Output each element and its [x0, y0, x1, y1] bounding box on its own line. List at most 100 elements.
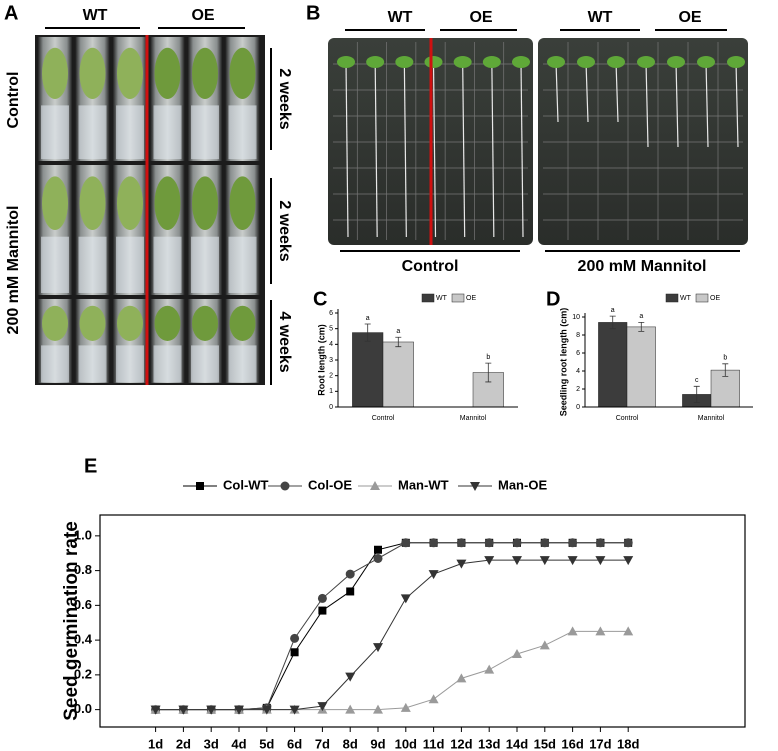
x-tick-label: 2d	[176, 736, 191, 751]
plant	[79, 305, 106, 341]
plant	[229, 47, 256, 99]
root	[735, 61, 739, 148]
marker	[318, 606, 327, 615]
medium	[78, 236, 107, 293]
marker	[206, 705, 217, 715]
plant	[42, 176, 68, 230]
marker	[540, 538, 550, 548]
root	[675, 61, 679, 148]
x-tick-label: Control	[616, 415, 639, 422]
x-tick-label: 18d	[617, 736, 639, 751]
marker	[234, 705, 244, 715]
medium	[116, 105, 144, 160]
marker	[345, 704, 356, 714]
marker	[470, 482, 480, 491]
legend-label: WT	[436, 295, 448, 302]
y-axis-label: Seedling root length (cm)	[558, 308, 568, 417]
x-tick-label: Mannitol	[460, 415, 487, 422]
marker	[623, 556, 634, 566]
plant	[154, 47, 181, 99]
marker	[539, 556, 550, 566]
y-tick-label: 10	[572, 314, 580, 321]
plant	[117, 305, 143, 341]
y-tick-label: 5	[329, 326, 333, 333]
y-tick-label: 4	[329, 341, 333, 348]
medium	[41, 105, 69, 160]
x-tick-label: 6d	[287, 736, 302, 751]
plant	[192, 176, 218, 230]
medium	[191, 236, 219, 293]
x-tick-label: 16d	[561, 736, 583, 751]
condition-label: Control	[402, 258, 459, 275]
seedling	[453, 56, 472, 68]
significance-letter: a	[611, 307, 615, 314]
marker	[595, 538, 605, 548]
medium	[41, 345, 69, 383]
marker	[150, 705, 161, 715]
root	[615, 61, 619, 123]
x-tick-label: 14d	[506, 736, 528, 751]
error-bar	[485, 362, 492, 383]
x-tick-label: 4d	[231, 736, 246, 751]
x-tick-label: 9d	[370, 736, 385, 751]
legend-swatch	[695, 293, 709, 303]
marker	[178, 705, 189, 715]
y-tick-label: 1	[329, 388, 333, 395]
root	[645, 61, 649, 148]
marker	[317, 702, 328, 712]
marker	[373, 643, 383, 653]
marker	[370, 481, 380, 490]
plant	[42, 47, 68, 99]
medium	[228, 105, 257, 160]
marker	[484, 556, 495, 566]
root	[462, 61, 466, 238]
marker	[484, 664, 495, 674]
significance-letter: a	[396, 328, 400, 335]
seedling	[366, 56, 385, 68]
series-line	[155, 542, 629, 711]
root	[374, 61, 378, 238]
y-tick-label: 3	[329, 357, 333, 364]
seedling	[424, 56, 443, 68]
plant	[229, 176, 256, 230]
group-label: OE	[469, 9, 492, 26]
x-tick-label: 17d	[589, 736, 611, 751]
seedling	[547, 56, 565, 68]
legend-swatch	[421, 293, 435, 303]
x-tick-label: 12d	[450, 736, 472, 751]
duration-label: 2 weeks	[276, 68, 293, 129]
error-bar	[638, 322, 645, 332]
x-tick-label: 3d	[204, 736, 219, 751]
row-label: Control	[5, 72, 22, 129]
x-tick-label: 10d	[395, 736, 417, 751]
seedling	[395, 56, 414, 68]
seedling	[607, 56, 625, 68]
x-tick-label: 8d	[343, 736, 358, 751]
marker	[374, 545, 382, 554]
y-tick-label: 6	[576, 350, 580, 357]
plant	[79, 176, 106, 230]
seedling	[512, 56, 530, 68]
seedling	[667, 56, 685, 68]
marker	[567, 626, 578, 636]
y-tick-label: 1.0	[74, 527, 92, 542]
marker	[345, 672, 356, 682]
medium	[41, 236, 69, 293]
y-tick-label: 0.8	[74, 562, 92, 577]
x-tick-label: 7d	[315, 736, 330, 751]
bar	[598, 322, 628, 408]
marker	[623, 626, 634, 636]
marker	[280, 481, 290, 491]
plate	[538, 38, 748, 245]
significance-letter: b	[723, 355, 727, 362]
legend-label: Man-OE	[498, 477, 547, 492]
marker	[373, 553, 383, 563]
marker	[456, 538, 466, 548]
legend-label: Col-OE	[308, 477, 352, 492]
marker	[290, 633, 300, 643]
x-tick-label: Control	[372, 415, 395, 422]
seedling	[727, 56, 745, 68]
x-tick-label: Mannitol	[698, 415, 725, 422]
panel-label: B	[306, 2, 320, 24]
